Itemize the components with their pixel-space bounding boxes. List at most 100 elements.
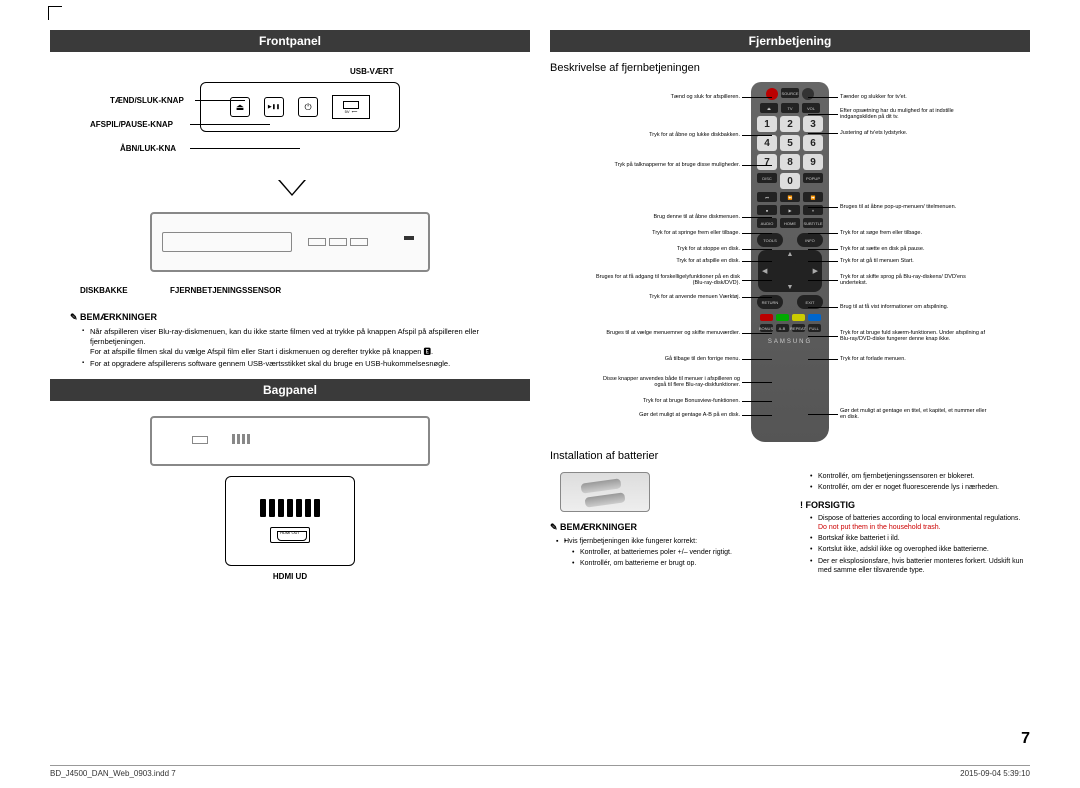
remote-callout-left: Tryk på talknapperne for at bruge disse … — [590, 162, 740, 168]
remote-color-a — [760, 314, 773, 321]
remote-callout-right: Efter opsætning har du mulighed for at i… — [840, 108, 990, 120]
remote-num-2: 2 — [780, 116, 800, 132]
notes-heading: ✎ BEMÆRKNINGER — [70, 312, 530, 323]
usb-5v: 5V — [345, 109, 350, 114]
remote-callout-right: Tryk for at bruge fuld skærm-funktionen.… — [840, 330, 990, 342]
remote-callout-left: Gå tilbage til den forrige menu. — [590, 356, 740, 362]
remote-num-8: 8 — [780, 154, 800, 170]
remote-eject-btn: ⏏ — [760, 103, 778, 113]
remote-source-btn: SOURCE — [781, 88, 799, 98]
remote-dpad: ▲ ▼ ◀ ▶ — [758, 250, 822, 292]
remote-callout-right: Justering af tv'ets lydstyrke. — [840, 130, 990, 136]
caution-list: Dispose of batteries according to local … — [810, 514, 1030, 575]
battery-figure — [560, 472, 650, 512]
frontpanel-notes: Når afspilleren viser Blu-ray-diskmenuen… — [82, 327, 530, 369]
remote-info: INFO — [797, 233, 823, 247]
remote-num-9: 9 — [803, 154, 823, 170]
remote-callout-right: Brug til at få vist informationer om afs… — [840, 304, 990, 310]
install-subheading: Installation af batterier — [550, 450, 1030, 462]
install-left: ✎ BEMÆRKNINGER ▪Hvis fjernbetjeningen ik… — [550, 472, 780, 577]
remote-callout-left: Tryk for at afspille en disk. — [590, 258, 740, 264]
dpad-down-icon: ▼ — [787, 284, 794, 291]
list-item: Kontrollér, om fjernbetjeningssensoren e… — [810, 472, 1030, 481]
hdmi-label: HDMI UD — [50, 572, 530, 581]
crop-mark — [48, 6, 62, 20]
remote-color-b — [776, 314, 789, 321]
remote-callout-right: Tryk for at gå til menuen Start. — [840, 258, 990, 264]
remote-rew: ⏪ — [780, 192, 800, 202]
remote-callout-left: Tryk for at bruge Bonusview-funktionen. — [590, 398, 740, 404]
power-icon: ⏻ — [298, 97, 318, 117]
caution-text: Dispose of batteries according to local … — [818, 515, 1020, 522]
remote-callout-right: Tryk for at skifte sprog på Blu-ray-disk… — [840, 274, 990, 286]
label-usb-host: USB-VÆRT — [350, 67, 394, 76]
install-intro-text: Hvis fjernbetjeningen ikke fungerer korr… — [564, 538, 697, 545]
label-eject: ÅBN/LUK-KNA — [120, 144, 176, 153]
leader-line — [190, 148, 300, 149]
remote-ff: ⏩ — [803, 192, 823, 202]
install-notes-list: ▪Hvis fjernbetjeningen ikke fungerer kor… — [564, 537, 780, 546]
remote-tools: TOOLS — [757, 233, 783, 247]
backpanel-bubble: HDMI OUT — [225, 476, 355, 566]
list-item: Bortskaf ikke batteriet i ild. — [810, 534, 1030, 543]
remote-vol-btn: VOL — [802, 103, 820, 113]
remote-power-icon — [766, 88, 778, 100]
hdmi-port-icon: HDMI OUT — [270, 527, 310, 543]
remote-callout-left: Tryk for at stoppe en disk. — [590, 246, 740, 252]
page-content: Frontpanel USB-VÆRT TÆND/SLUK-KNAP AFSPI… — [0, 0, 1080, 601]
remote-skip-back: ⏮ — [757, 192, 777, 202]
remote-callout-right: Gør det muligt at gentage en titel, et k… — [840, 408, 990, 420]
frontpanel-header: Frontpanel — [50, 30, 530, 52]
install-intro: ▪Hvis fjernbetjeningen ikke fungerer kor… — [564, 537, 780, 546]
remote-callout-left: Bruges til at vælge menuemner og skifte … — [590, 330, 740, 336]
remote-callout-left: Tryk for at springe frem eller tilbage. — [590, 230, 740, 236]
front-buttons — [308, 238, 368, 246]
page-number: 7 — [1021, 730, 1030, 748]
remote-bonus: BONUS — [760, 324, 773, 332]
remote-num-0: 0 — [780, 173, 800, 189]
remote-callout-left: Brug denne til at åbne diskmenuen. — [590, 214, 740, 220]
note-text: For at afspille filmen skal du vælge Afs… — [90, 347, 433, 356]
usb-port-icon: 5V⟵ — [332, 95, 370, 119]
note-text: Når afspilleren viser Blu-ray-diskmenuen… — [90, 327, 479, 346]
remote-subtitle: SUBTITLE — [803, 218, 823, 228]
remote-callout-left: Bruges for at få adgang til forskelligel… — [590, 274, 740, 286]
footer-right: 2015-09-04 5:39:10 — [960, 769, 1030, 778]
right-column: Fjernbetjening Beskrivelse af fjernbetje… — [550, 30, 1030, 581]
remote-logo: SAMSUNG — [768, 339, 812, 345]
caution-heading: ! FORSIGTIG — [800, 500, 1030, 510]
dpad-up-icon: ▲ — [787, 251, 794, 258]
vent-icons — [260, 499, 320, 517]
remote-disc-menu: DISC — [757, 173, 777, 183]
list-item: Kontrollér, om batterierne er brugt op. — [572, 559, 780, 568]
backpanel-device — [150, 416, 430, 466]
list-item: Kortslut ikke, adskil ikke og overophed … — [810, 545, 1030, 554]
remote-callout-left: Tænd og sluk for afspilleren. — [590, 94, 740, 100]
label-tray: DISKBAKKE — [80, 286, 128, 295]
remote-home: HOME — [780, 218, 800, 228]
remote-callout-left: Gør det muligt at gentage A-B på en disk… — [590, 412, 740, 418]
dpad-left-icon: ◀ — [762, 267, 767, 275]
back-vents-small — [232, 434, 250, 444]
bubble-tail — [280, 180, 304, 194]
label-sensor: FJERNBETJENINGSSENSOR — [170, 286, 281, 295]
list-item: Kontrollér, om der er noget fluoresceren… — [810, 483, 1030, 492]
list-item: Kontroller, at batteriernes poler +/– ve… — [572, 548, 780, 557]
frontpanel-device — [150, 212, 430, 272]
remote-callout-right: Tryk for at forlade menuen. — [840, 356, 990, 362]
usb-slot — [404, 236, 414, 240]
left-column: Frontpanel USB-VÆRT TÆND/SLUK-KNAP AFSPI… — [50, 30, 530, 581]
remote-stop: ⏹ — [757, 205, 777, 215]
remote-num-3: 3 — [803, 116, 823, 132]
remote-callout-left: Disse knapper anvendes både til menuer i… — [590, 376, 740, 388]
install-right: Kontrollér, om fjernbetjeningssensoren e… — [800, 472, 1030, 577]
remote-num-1: 1 — [757, 116, 777, 132]
remote-play: ▶ — [780, 205, 800, 215]
remote-num-4: 4 — [757, 135, 777, 151]
label-power: TÆND/SLUK-KNAP — [110, 96, 184, 105]
remote-num-6: 6 — [803, 135, 823, 151]
label-play-pause: AFSPIL/PAUSE-KNAP — [90, 120, 173, 129]
leader-line — [190, 124, 270, 125]
remote-callout-left: Tryk for at anvende menuen Værktøj. — [590, 294, 740, 300]
disc-tray — [162, 232, 292, 252]
